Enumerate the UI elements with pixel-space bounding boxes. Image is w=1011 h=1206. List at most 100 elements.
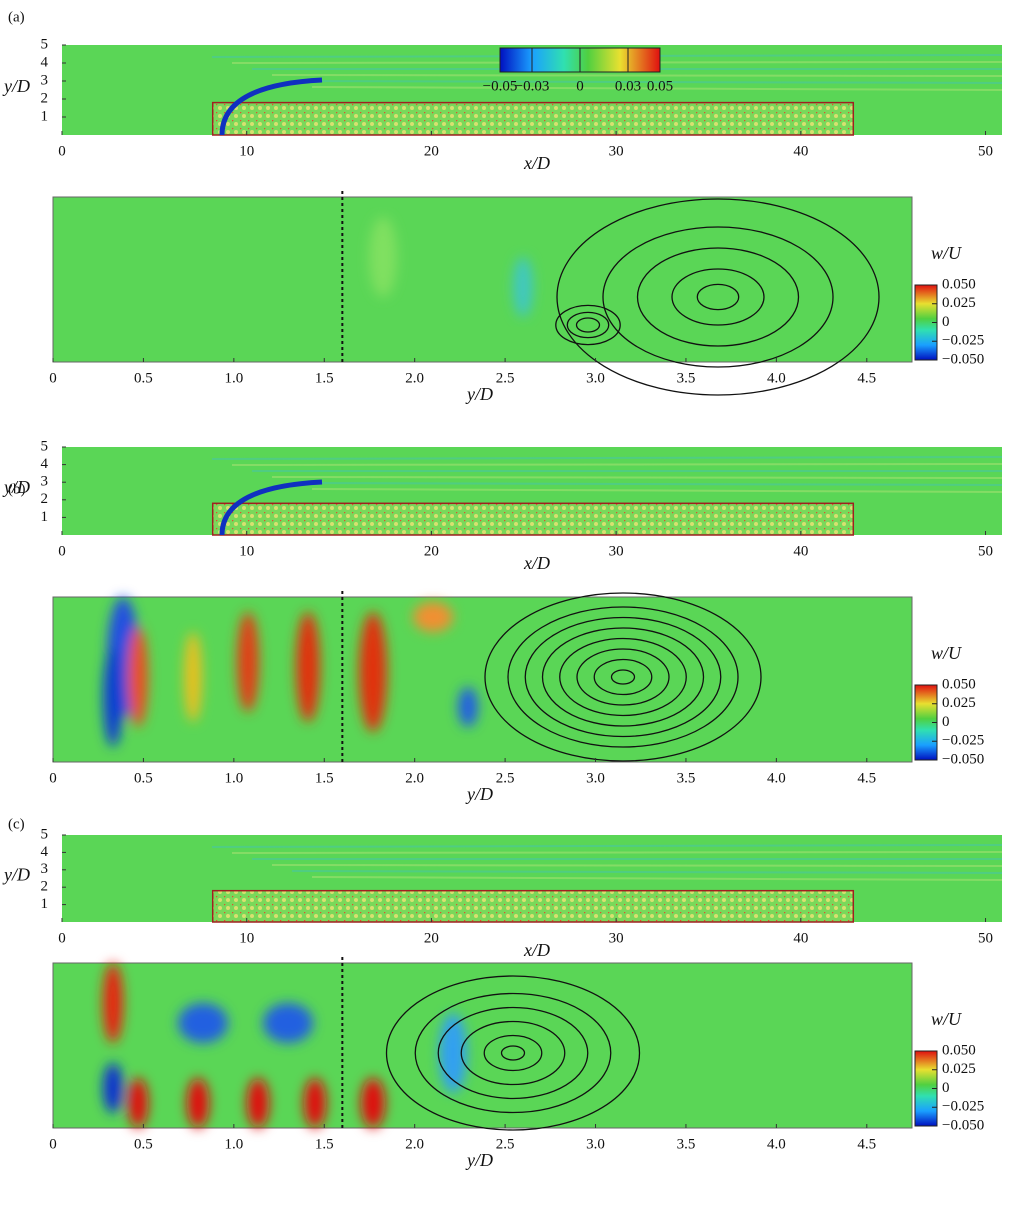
streak <box>311 86 1003 91</box>
x-tick-label: 0 <box>58 930 66 946</box>
blob <box>296 612 320 722</box>
x-tick-label: 40 <box>793 543 808 559</box>
streak <box>231 463 1003 466</box>
x-tick-label: 3.5 <box>677 1136 696 1152</box>
x-tick-label: 1.5 <box>315 1136 334 1152</box>
x-tick-label: 0.5 <box>134 370 153 386</box>
contour <box>437 1006 589 1100</box>
x-tick-label: 0 <box>58 143 66 159</box>
contour <box>541 627 705 727</box>
blob <box>247 1078 269 1128</box>
contour <box>524 616 722 738</box>
y-tick-label: 1 <box>41 509 49 525</box>
colorbar-label: 0 <box>942 714 950 730</box>
contour <box>566 311 610 339</box>
x-tick-label: 30 <box>609 930 624 946</box>
x-tick-label: 3.5 <box>677 770 696 786</box>
colorbar-label: −0.050 <box>942 1117 984 1133</box>
x-tick-label: 0.5 <box>134 1136 153 1152</box>
colorbar-label: 0.050 <box>942 276 976 292</box>
colorbar-label: 0 <box>942 314 950 330</box>
x-tick-label: 0 <box>49 370 57 386</box>
streak <box>231 851 1003 854</box>
field <box>52 596 913 763</box>
contour <box>555 304 621 346</box>
x-tick-label: 1.0 <box>224 1136 243 1152</box>
x-tick-label: 20 <box>424 143 439 159</box>
x-tick-label: 10 <box>239 543 254 559</box>
streak <box>291 870 1003 874</box>
streak <box>211 456 1003 460</box>
contour <box>483 1034 543 1072</box>
x-axis-label: y/D <box>465 1150 493 1170</box>
x-tick-label: 10 <box>239 143 254 159</box>
contour <box>575 317 601 333</box>
x-axis-label: x/D <box>523 940 550 960</box>
blob <box>128 627 148 727</box>
contour <box>696 283 740 311</box>
contour <box>671 268 765 326</box>
blob <box>128 1078 148 1128</box>
y-tick-label: 4 <box>41 844 49 860</box>
y-tick-label: 4 <box>41 456 49 472</box>
blob <box>237 612 259 712</box>
x-tick-label: 0 <box>49 1136 57 1152</box>
contour <box>484 592 762 762</box>
blobs <box>103 597 478 747</box>
x-tick-label: 3.0 <box>586 370 605 386</box>
x-tick-label: 0 <box>49 770 57 786</box>
x-tick-label: 4.5 <box>857 770 876 786</box>
y-axis-label: y/D <box>2 865 30 885</box>
colorbar-title: w/U <box>931 243 962 263</box>
colorbar-label: 0.025 <box>942 295 976 311</box>
y-tick-label: 5 <box>41 36 49 52</box>
blob <box>304 1078 326 1128</box>
streak <box>211 844 1003 848</box>
x-tick-label: 40 <box>793 930 808 946</box>
shear-layer <box>219 479 323 536</box>
field <box>52 962 913 1129</box>
y-tick-label: 5 <box>41 826 49 842</box>
x-tick-label: 2.5 <box>496 1136 515 1152</box>
streak <box>271 864 1003 867</box>
shear-layer <box>219 77 323 136</box>
contour <box>602 226 834 368</box>
x-tick-label: 50 <box>978 143 993 159</box>
blob <box>103 1063 123 1113</box>
x-tick-label: 50 <box>978 543 993 559</box>
colorbar-label: 0.03 <box>615 78 641 94</box>
colorbar-label: −0.05 <box>483 78 518 94</box>
x-tick-label: 30 <box>609 543 624 559</box>
colorbar-title: w/U <box>931 643 962 663</box>
x-axis-label: x/D <box>523 153 550 173</box>
blob <box>263 1003 313 1043</box>
canopy <box>211 502 855 536</box>
y-axis-label: y/D <box>2 76 30 96</box>
streak <box>291 482 1003 486</box>
x-tick-label: 2.5 <box>496 370 515 386</box>
blob <box>361 1078 385 1128</box>
y-tick-label: 3 <box>41 474 49 490</box>
colorbar-label: −0.03 <box>515 78 550 94</box>
streak <box>291 80 1003 84</box>
blob <box>369 217 397 297</box>
y-tick-label: 1 <box>41 896 49 912</box>
contour <box>460 1020 566 1086</box>
x-tick-label: 1.5 <box>315 370 334 386</box>
blob <box>103 647 123 747</box>
x-tick-label: 4.0 <box>767 770 786 786</box>
canopy <box>211 101 855 136</box>
contour <box>636 247 800 347</box>
colorbar-label: 0.025 <box>942 1061 976 1077</box>
y-tick-label: 3 <box>41 72 49 88</box>
blob <box>187 1078 209 1128</box>
y-tick-label: 1 <box>41 108 49 124</box>
x-tick-label: 4.5 <box>857 1136 876 1152</box>
y-tick-label: 2 <box>41 90 49 106</box>
colorbar-label: 0.050 <box>942 676 976 692</box>
contour <box>414 992 612 1114</box>
streak <box>311 876 1003 881</box>
x-tick-label: 4.5 <box>857 370 876 386</box>
colorbar-label: 0 <box>576 78 584 94</box>
